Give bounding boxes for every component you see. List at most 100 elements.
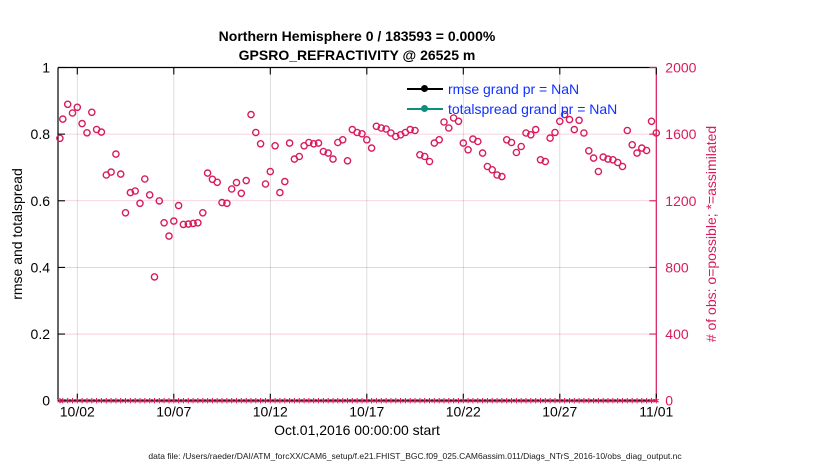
possible-obs-marker — [194, 218, 202, 227]
possible-obs-marker — [358, 129, 366, 138]
possible-obs-marker — [276, 188, 284, 197]
possible-obs-marker — [382, 125, 390, 133]
possible-obs-marker — [416, 150, 424, 159]
possible-obs-marker — [131, 187, 139, 195]
legend-label-rmse: rmse grand pr = NaN — [448, 81, 580, 97]
possible-obs-marker — [223, 199, 231, 208]
possible-obs-marker — [493, 171, 501, 179]
possible-obs-marker — [338, 135, 347, 144]
totalspread-marker-icon — [421, 105, 428, 113]
possible-obs-marker — [551, 128, 559, 137]
possible-obs-marker — [68, 109, 77, 117]
right-axis-label: # of obs: o=possible; *=assimilated — [703, 125, 719, 343]
possible-obs-marker — [580, 129, 588, 137]
possible-obs-marker — [97, 128, 106, 136]
data-file-caption: data file: /Users/raeder/DAI/ATM_forcXX/… — [148, 451, 682, 461]
y-right-tick-label: 400 — [665, 326, 689, 342]
possible-obs-marker — [362, 135, 371, 144]
x-tick-label: 10/17 — [349, 404, 384, 420]
legend-label-totalspread: totalspread grand pr = NaN — [448, 101, 618, 117]
possible-obs-marker — [507, 138, 516, 147]
possible-obs-marker — [604, 155, 612, 163]
possible-obs-marker — [546, 134, 554, 142]
possible-obs-marker — [420, 152, 429, 161]
possible-obs-marker — [271, 141, 279, 150]
x-tick-label: 10/02 — [60, 404, 95, 420]
y-left-tick-label: 0.6 — [31, 193, 51, 209]
possible-obs-marker — [324, 149, 333, 157]
possible-obs-marker — [295, 152, 304, 161]
possible-obs-marker — [372, 122, 381, 131]
possible-obs-marker — [565, 115, 574, 124]
possible-obs-marker — [623, 126, 632, 135]
possible-obs-marker — [531, 125, 540, 134]
possible-obs-marker — [285, 139, 294, 147]
possible-obs-marker — [165, 232, 173, 240]
y-left-tick-label: 0.8 — [31, 126, 51, 142]
x-tick-label: 10/07 — [156, 404, 191, 420]
possible-obs-marker — [266, 167, 275, 176]
possible-obs-marker — [454, 117, 463, 126]
possible-obs-marker — [247, 110, 255, 119]
possible-obs-marker — [218, 198, 226, 207]
plot-title-line1: Northern Hemisphere 0 / 183593 = 0.000% — [218, 28, 496, 44]
possible-obs-marker — [642, 146, 651, 155]
possible-obs-marker — [628, 140, 637, 149]
possible-obs-marker — [647, 117, 656, 126]
possible-obs-marker — [174, 201, 183, 210]
possible-obs-marker — [203, 169, 212, 177]
possible-obs-marker — [575, 116, 583, 125]
possible-obs-marker — [73, 103, 82, 112]
possible-obs-marker — [232, 178, 241, 187]
possible-obs-marker — [242, 176, 250, 185]
possible-obs-marker — [126, 188, 135, 197]
y-right-tick-label: 0 — [665, 393, 673, 409]
possible-obs-marker — [541, 157, 550, 166]
y-left-tick-label: 0.2 — [31, 326, 51, 342]
y-left-tick-label: 0 — [42, 393, 50, 409]
possible-obs-marker — [140, 175, 149, 183]
rmse-marker-icon — [421, 85, 428, 93]
y-right-tick-label: 2000 — [665, 60, 696, 76]
possible-obs-marker — [464, 145, 472, 154]
possible-obs-marker — [594, 167, 603, 176]
possible-obs-marker — [488, 165, 497, 174]
possible-obs-marker — [309, 139, 318, 148]
totalspread-line-sample — [407, 105, 443, 113]
x-tick-label: 10/27 — [542, 404, 577, 420]
possible-obs-marker — [353, 128, 361, 137]
y-right-tick-label: 1600 — [665, 126, 696, 142]
possible-obs-marker — [314, 139, 323, 147]
assimilated-obs-markers — [57, 398, 659, 404]
possible-obs-marker — [59, 115, 67, 123]
possible-obs-marker — [473, 137, 482, 146]
possible-obs-marker — [329, 155, 337, 163]
possible-obs-marker — [112, 150, 120, 158]
possible-obs-marker — [136, 199, 144, 208]
possible-obs-marker — [435, 135, 444, 144]
possible-obs-marker — [589, 154, 598, 162]
y-right-tick-label: 800 — [665, 259, 689, 275]
possible-obs-marker — [63, 100, 72, 109]
y-right-tick-label: 1200 — [665, 193, 696, 209]
x-tick-label: 11/01 — [639, 404, 673, 420]
possible-obs-marker — [56, 134, 64, 143]
possible-obs-marker — [536, 155, 545, 164]
possible-obs-marker — [319, 147, 328, 156]
possible-obs-marker — [570, 125, 579, 134]
possible-obs-marker — [411, 126, 419, 135]
possible-obs-marker — [560, 110, 569, 119]
possible-obs-marker — [169, 217, 178, 225]
possible-obs-marker — [406, 125, 415, 134]
possible-obs-marker — [391, 132, 400, 141]
possible-obs-marker — [160, 218, 168, 227]
possible-obs-marker — [83, 128, 91, 137]
possible-obs-marker — [107, 168, 115, 176]
possible-obs-marker — [498, 172, 506, 181]
possible-obs-marker — [478, 149, 487, 157]
possible-obs-marker — [189, 219, 197, 228]
possible-obs-marker — [512, 148, 521, 157]
x-axis-label: Oct.01,2016 00:00:00 start — [274, 422, 440, 438]
